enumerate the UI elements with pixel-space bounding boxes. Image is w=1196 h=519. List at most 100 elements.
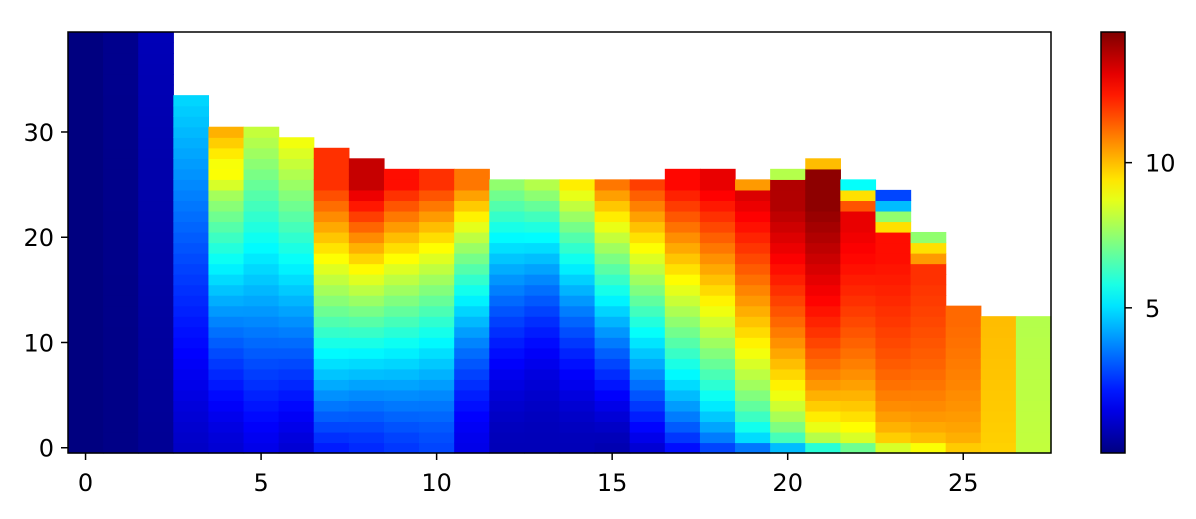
heatmap-cell — [313, 442, 350, 454]
heatmap-cell — [699, 410, 736, 423]
heatmap-cell — [243, 221, 280, 233]
heatmap-cell — [770, 274, 806, 286]
heatmap-cell — [313, 242, 350, 254]
heatmap-cell — [138, 53, 174, 65]
heatmap-cell — [559, 179, 596, 191]
heatmap-cell — [173, 326, 210, 338]
heatmap-cell — [173, 442, 210, 454]
heatmap-cell — [594, 316, 631, 328]
heatmap-cell — [278, 253, 315, 265]
heatmap-cell — [173, 158, 210, 170]
heatmap-cell — [524, 410, 561, 423]
heatmap-cell — [840, 242, 877, 254]
heatmap-cell — [103, 347, 139, 359]
heatmap-cell — [208, 189, 245, 202]
heatmap-cell — [594, 337, 631, 349]
heatmap-cell — [383, 242, 420, 254]
heatmap-cell — [419, 316, 455, 328]
heatmap-cell — [103, 379, 139, 391]
heatmap-cell — [805, 326, 841, 338]
heatmap-cell — [735, 358, 771, 370]
heatmap-cell — [173, 431, 210, 444]
heatmap-cell — [840, 442, 877, 454]
heatmap-cell — [629, 295, 666, 307]
heatmap-cell — [629, 358, 666, 370]
heatmap-cell — [419, 431, 455, 444]
y-tick-label: 10 — [23, 329, 54, 357]
heatmap-cell — [68, 189, 104, 202]
heatmap-cell — [313, 389, 350, 401]
heatmap-cell — [313, 200, 350, 212]
heatmap-cell — [243, 147, 280, 159]
y-axis: 0 10 20 30 — [23, 119, 68, 463]
heatmap-cell — [348, 410, 385, 423]
heatmap-cell — [559, 284, 596, 296]
heatmap-cell — [524, 200, 561, 212]
heatmap-cell — [68, 32, 104, 44]
heatmap-cell — [419, 210, 455, 223]
heatmap-cell — [840, 347, 877, 359]
heatmap-cell — [629, 326, 666, 338]
heatmap-cell — [910, 421, 947, 433]
heatmap-cell — [770, 389, 806, 401]
heatmap-cell — [103, 295, 139, 307]
heatmap-cell — [840, 274, 877, 286]
heatmap-cell — [875, 274, 912, 286]
heatmap-cell — [454, 347, 490, 359]
heatmap-cell — [278, 158, 315, 170]
heatmap-cell — [173, 200, 210, 212]
heatmap-cell — [699, 274, 736, 286]
heatmap-cell — [173, 274, 210, 286]
heatmap-cell — [138, 179, 174, 191]
heatmap-cell — [770, 358, 806, 370]
heatmap-cell — [945, 358, 982, 370]
heatmap-cell — [243, 158, 280, 170]
heatmap-cell — [138, 200, 174, 212]
heatmap-cell — [980, 347, 1017, 359]
heatmap-cell — [559, 231, 596, 244]
heatmap-cell — [910, 253, 947, 265]
heatmap-cell — [348, 316, 385, 328]
heatmap-cell — [559, 379, 596, 391]
heatmap-cell — [489, 368, 525, 380]
heatmap-cell — [735, 179, 771, 191]
heatmap-cell — [68, 421, 104, 433]
heatmap-cell — [383, 284, 420, 296]
heatmap-cell — [664, 431, 701, 444]
heatmap-cell — [383, 379, 420, 391]
x-tick-label: 20 — [772, 469, 803, 497]
heatmap-cell — [278, 400, 315, 412]
heatmap-cell — [173, 210, 210, 223]
heatmap-cell — [173, 295, 210, 307]
heatmap-cell — [243, 368, 280, 380]
heatmap-cell — [664, 210, 701, 223]
heatmap-cell — [138, 347, 174, 359]
heatmap-cell — [313, 410, 350, 423]
heatmap-cell — [875, 347, 912, 359]
heatmap-cell — [664, 326, 701, 338]
heatmap-cell — [454, 337, 490, 349]
heatmap-cell — [524, 221, 561, 233]
heatmap-cell — [419, 200, 455, 212]
heatmap-cell — [68, 210, 104, 223]
heatmap-cell — [419, 326, 455, 338]
heatmap-cell — [840, 410, 877, 423]
heatmap-cell — [278, 431, 315, 444]
heatmap-cell — [699, 431, 736, 444]
heatmap-cell — [840, 379, 877, 391]
heatmap-cell — [454, 210, 490, 223]
heatmap-cell — [559, 305, 596, 317]
heatmap-cell — [805, 263, 841, 275]
heatmap-cell — [489, 379, 525, 391]
heatmap-cell — [735, 200, 771, 212]
heatmap-cell — [383, 221, 420, 233]
heatmap-cell — [138, 32, 174, 44]
heatmap-cell — [770, 431, 806, 444]
heatmap-cell — [910, 389, 947, 401]
heatmap-cell — [489, 326, 525, 338]
heatmap-cell — [559, 242, 596, 254]
heatmap-cell — [278, 200, 315, 212]
heatmap-cell — [770, 179, 806, 191]
heatmap-cell — [805, 253, 841, 265]
heatmap-cell — [489, 389, 525, 401]
